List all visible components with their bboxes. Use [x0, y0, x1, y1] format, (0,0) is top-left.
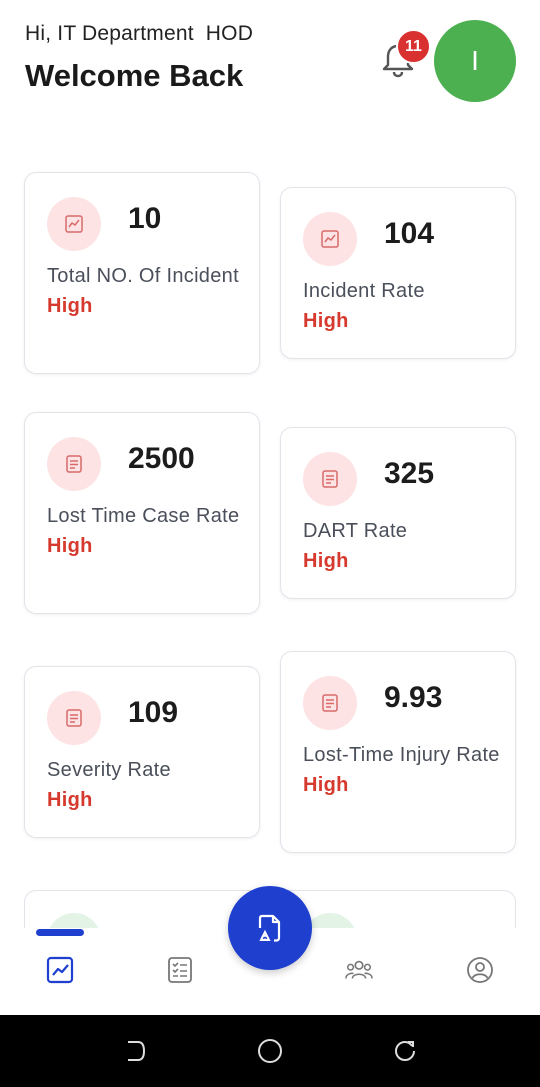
- system-navigation-bar: [0, 1015, 540, 1087]
- stat-card-severity-rate[interactable]: 109 Severity Rate High: [24, 666, 260, 838]
- report-incident-icon: [258, 914, 281, 942]
- welcome-title: Welcome Back: [25, 58, 244, 93]
- profile-icon[interactable]: [465, 955, 495, 985]
- stat-level: High: [303, 550, 349, 572]
- user-avatar[interactable]: I: [434, 20, 516, 102]
- stat-level: High: [303, 310, 349, 332]
- stat-level: High: [303, 774, 349, 796]
- chart-line-icon: [303, 212, 357, 266]
- stat-value: 10: [128, 202, 162, 235]
- back-icon[interactable]: [390, 1036, 420, 1066]
- team-icon[interactable]: [344, 955, 374, 985]
- document-list-icon: [47, 691, 101, 745]
- stat-card-incident-rate[interactable]: 104 Incident Rate High: [280, 187, 516, 359]
- stat-level: High: [47, 535, 93, 557]
- stat-value: 9.93: [384, 681, 443, 714]
- stat-label-block: Incident Rate High: [303, 276, 503, 336]
- stat-label-block: Severity Rate High: [47, 755, 247, 815]
- stat-value: 109: [128, 696, 179, 729]
- document-list-icon: [47, 437, 101, 491]
- stat-label: DART Rate: [303, 520, 408, 542]
- stat-label-block: DART Rate High: [303, 516, 503, 576]
- stat-card-total-incidents[interactable]: 10 Total NO. Of Incident High: [24, 172, 260, 374]
- stat-value: 2500: [128, 442, 195, 475]
- stat-card-lost-time-case-rate[interactable]: 2500 Lost Time Case Rate High: [24, 412, 260, 614]
- stat-value: 104: [384, 217, 435, 250]
- greeting-text: Hi, IT Department HOD: [25, 22, 254, 45]
- stat-label-block: Lost Time Case Rate High: [47, 501, 247, 561]
- stat-label-block: Lost-Time Injury Rate High: [303, 740, 503, 800]
- stat-card-lost-time-injury-rate[interactable]: 9.93 Lost-Time Injury Rate High: [280, 651, 516, 853]
- document-list-icon: [303, 452, 357, 506]
- stat-label-block: Total NO. Of Incident High: [47, 261, 247, 321]
- notification-count-badge: 11: [396, 29, 431, 64]
- stat-label: Lost Time Case Rate: [47, 505, 240, 527]
- stat-label: Incident Rate: [303, 280, 425, 302]
- recent-apps-icon[interactable]: [120, 1036, 150, 1066]
- app-header: Hi, IT Department HOD Welcome Back 11 I: [0, 0, 540, 120]
- stat-label: Total NO. Of Incident: [47, 265, 239, 287]
- dashboard-icon[interactable]: [45, 955, 75, 985]
- stat-card-dart-rate[interactable]: 325 DART Rate High: [280, 427, 516, 599]
- active-tab-indicator: [36, 929, 84, 936]
- report-incident-button[interactable]: [228, 886, 312, 970]
- chart-line-icon: [47, 197, 101, 251]
- checklist-icon[interactable]: [165, 955, 195, 985]
- document-list-icon: [303, 676, 357, 730]
- stat-label: Severity Rate: [47, 759, 171, 781]
- stat-level: High: [47, 295, 93, 317]
- home-icon[interactable]: [255, 1036, 285, 1066]
- stat-label: Lost-Time Injury Rate: [303, 744, 500, 766]
- stat-level: High: [47, 789, 93, 811]
- stat-value: 325: [384, 457, 435, 490]
